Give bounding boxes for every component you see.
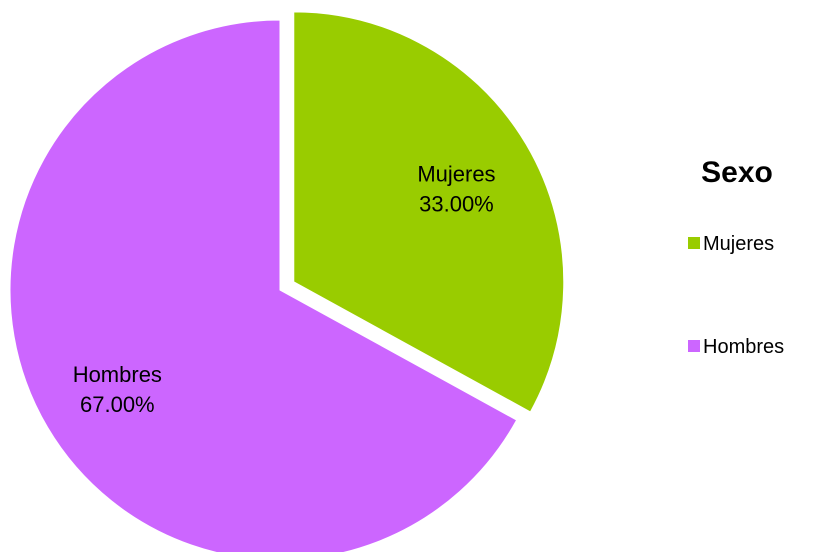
legend-swatch-hombres bbox=[688, 340, 700, 352]
legend-label-mujeres: Mujeres bbox=[703, 233, 774, 255]
slice-label-value-mujeres: 33.00% bbox=[419, 192, 494, 217]
legend-title: Sexo bbox=[701, 156, 773, 189]
slice-label-value-hombres: 67.00% bbox=[80, 392, 155, 417]
slice-labels: Mujeres 33.00% Hombres 67.00% bbox=[73, 162, 496, 418]
legend: Sexo Mujeres Hombres bbox=[688, 156, 784, 358]
slice-label-name-mujeres: Mujeres bbox=[417, 162, 495, 187]
legend-label-hombres: Hombres bbox=[703, 336, 784, 358]
pie-slices bbox=[9, 11, 565, 557]
legend-swatch-mujeres bbox=[688, 237, 700, 249]
pie-slice-mujeres bbox=[293, 11, 565, 413]
pie-slice-hombres bbox=[9, 19, 518, 557]
slice-label-name-hombres: Hombres bbox=[73, 362, 162, 387]
